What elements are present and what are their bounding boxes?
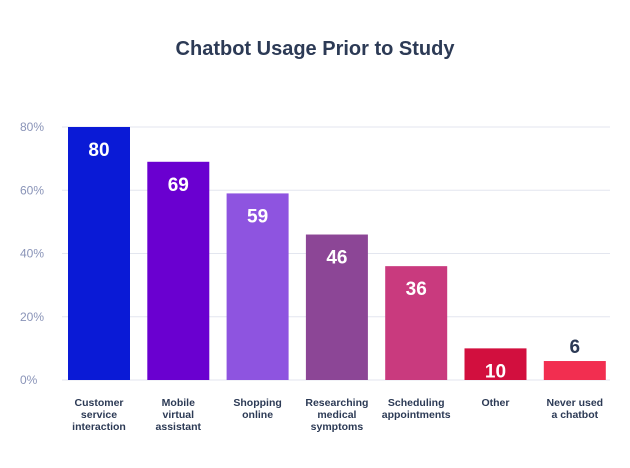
y-tick-label: 80% xyxy=(20,120,44,134)
y-tick-label: 40% xyxy=(20,247,44,261)
category-label: Shopping xyxy=(233,397,281,409)
bar-value-label: 6 xyxy=(570,337,581,358)
category-label: a chatbot xyxy=(551,409,598,421)
bar-value-label: 36 xyxy=(406,279,427,300)
category-label: virtual xyxy=(163,409,195,421)
category-label: Scheduling xyxy=(388,397,445,409)
category-label: service xyxy=(81,409,117,421)
category-label: assistant xyxy=(156,421,202,433)
bar-value-label: 80 xyxy=(88,140,109,161)
category-label: Never used xyxy=(546,397,603,409)
category-label: online xyxy=(242,409,273,421)
bar-value-label: 59 xyxy=(247,206,268,227)
bar-value-label: 69 xyxy=(168,175,189,196)
bar xyxy=(305,234,368,380)
bar xyxy=(68,127,130,380)
y-tick-label: 60% xyxy=(20,183,44,197)
bar xyxy=(464,348,527,380)
category-label: interaction xyxy=(72,421,126,433)
chart-title: Chatbot Usage Prior to Study xyxy=(175,38,455,60)
category-label: Customer xyxy=(74,397,123,409)
category-label: Researching xyxy=(305,397,368,409)
category-label: medical xyxy=(317,409,356,421)
category-label: appointments xyxy=(382,409,451,421)
y-tick-label: 0% xyxy=(20,373,38,387)
category-label: Mobile xyxy=(162,397,195,409)
bar xyxy=(147,161,210,380)
bar-value-label: 10 xyxy=(485,361,506,382)
category-label: symptoms xyxy=(311,421,364,433)
bar-value-label: 46 xyxy=(326,248,347,269)
bar xyxy=(385,266,448,380)
bar xyxy=(226,193,289,380)
bar xyxy=(543,361,606,380)
y-tick-label: 20% xyxy=(20,310,44,324)
category-label: Other xyxy=(481,397,509,409)
